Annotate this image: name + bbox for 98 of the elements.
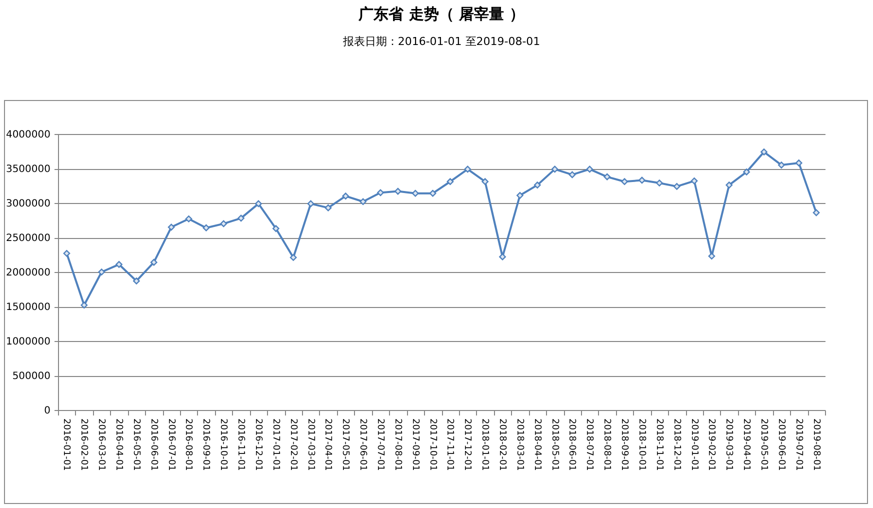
x-tick-label: 2017-07-01 [374, 418, 385, 471]
x-tick-label: 2019-07-01 [793, 418, 804, 471]
point [220, 220, 228, 228]
point [621, 178, 628, 186]
point [464, 166, 472, 173]
point [290, 254, 297, 261]
y-tick-label: 0 [44, 406, 50, 416]
x-tick-label: 2018-10-01 [636, 418, 646, 471]
point [412, 190, 419, 197]
point [568, 171, 576, 178]
x-tick-label: 2016-07-01 [166, 418, 176, 471]
x-tick-label: 2019-06-01 [776, 418, 786, 471]
point [446, 178, 454, 186]
point [708, 252, 716, 260]
point [394, 188, 402, 195]
point [168, 224, 175, 231]
point [307, 200, 314, 208]
point [377, 189, 384, 196]
point [726, 182, 733, 188]
chart-title: 广东省 走势（ 屠宰量 ） [358, 5, 524, 23]
x-tick-label: 2016-08-01 [183, 418, 194, 471]
y-tick-label: 1000000 [6, 336, 50, 348]
x-tick-label: 2016-11-01 [236, 418, 246, 471]
y-tick-label: 3500000 [6, 164, 50, 175]
point [324, 204, 332, 212]
x-tick-label: 2018-03-01 [514, 418, 524, 471]
point [778, 162, 785, 168]
point [133, 278, 140, 284]
point [534, 182, 541, 188]
x-tick-label: 2018-09-01 [619, 418, 630, 471]
point [360, 198, 366, 206]
x-tick-label: 2016-09-01 [200, 418, 211, 471]
y-tick-label: 500000 [12, 371, 50, 382]
x-tick-label: 2019-05-01 [758, 418, 768, 471]
x-tick-label: 2016-01-01 [61, 418, 72, 471]
point [238, 214, 244, 222]
x-tick-label: 2017-09-01 [410, 418, 420, 471]
point [812, 209, 820, 216]
point [342, 192, 350, 200]
x-tick-label: 2018-02-01 [497, 418, 508, 471]
point [255, 200, 262, 208]
x-tick-label: 2017-03-01 [305, 418, 316, 471]
point [150, 258, 158, 266]
y-tick-label: 2000000 [6, 268, 50, 278]
y-tick-label: 2500000 [6, 233, 50, 244]
chart-subtitle: 报表日期：2016-01-01 至2019-08-01 [342, 35, 540, 48]
point [63, 250, 70, 257]
x-tick-label: 2017-06-01 [358, 418, 368, 471]
point [551, 166, 558, 173]
point [98, 268, 106, 276]
point [760, 148, 768, 156]
x-tick-label: 2017-08-01 [392, 418, 402, 471]
point [586, 166, 594, 173]
point [743, 168, 750, 176]
x-tick-label: 2017-11-01 [444, 418, 455, 471]
x-tick-label: 2016-06-01 [148, 418, 158, 471]
point [272, 225, 280, 232]
x-tick-label: 2016-05-01 [130, 418, 141, 471]
x-tick-label: 2017-01-01 [270, 418, 280, 471]
x-tick-label: 2016-04-01 [114, 418, 124, 471]
x-tick-label: 2017-04-01 [322, 418, 333, 471]
x-tick-label: 2018-11-01 [654, 418, 664, 471]
x-tick-label: 2019-01-01 [688, 418, 699, 471]
x-tick-label: 2019-02-01 [706, 418, 716, 471]
x-tick-label: 2018-06-01 [566, 418, 577, 471]
point [80, 302, 88, 309]
x-tick-label: 2018-01-01 [480, 418, 490, 471]
point [429, 190, 436, 197]
x-tick-label: 2017-05-01 [340, 418, 350, 471]
point [673, 183, 680, 190]
point [482, 178, 489, 186]
x-tick-label: 2018-04-01 [532, 418, 542, 471]
point [690, 177, 698, 184]
x-tick-label: 2018-05-01 [549, 418, 560, 471]
x-tick-label: 2018-12-01 [671, 418, 682, 471]
point [202, 224, 210, 232]
x-tick-label: 2019-08-01 [810, 418, 821, 471]
x-tick-label: 2016-10-01 [218, 418, 228, 471]
x-tick-label: 2016-12-01 [252, 418, 263, 471]
point [185, 215, 192, 222]
x-tick-label: 2016-02-01 [78, 418, 89, 471]
point [516, 192, 524, 199]
x-tick-label: 2018-08-01 [602, 418, 612, 471]
x-tick-label: 2018-07-01 [584, 418, 594, 471]
point [795, 160, 802, 166]
x-tick-label: 2017-10-01 [427, 418, 438, 471]
x-tick-label: 2017-02-01 [288, 418, 298, 471]
y-tick-label: 4000000 [6, 130, 50, 140]
point [638, 176, 646, 184]
point [116, 260, 122, 268]
x-tick-label: 2016-03-01 [96, 418, 106, 471]
point [604, 173, 611, 180]
x-tick-label: 2017-12-01 [462, 418, 472, 471]
x-tick-label: 2019-03-01 [724, 418, 734, 471]
point [656, 180, 663, 186]
x-tick-label: 2019-04-01 [741, 418, 752, 471]
y-tick-label: 3000000 [6, 198, 50, 210]
y-tick-label: 1500000 [6, 302, 50, 313]
